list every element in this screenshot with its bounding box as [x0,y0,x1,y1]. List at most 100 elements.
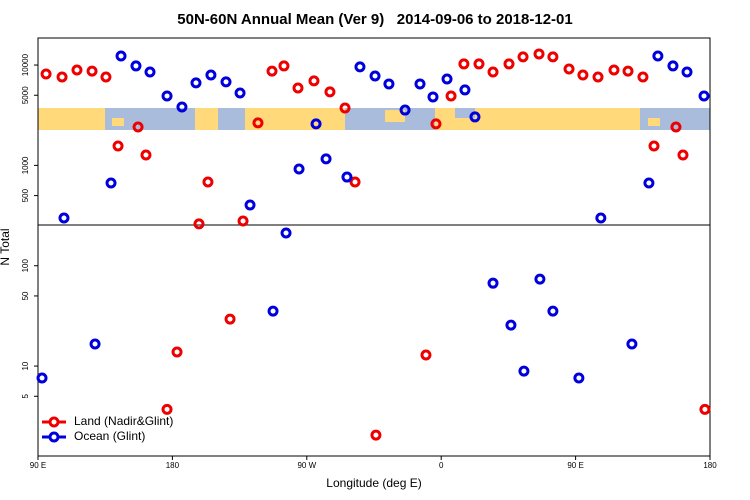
legend-label: Ocean (Glint) [74,429,145,443]
y-tick-label: 1000 [21,156,30,174]
y-tick-label: 500 [21,188,30,202]
point [370,429,382,441]
y-tick-label: 5000 [21,86,30,104]
map-ocean [218,108,245,130]
point [130,60,142,72]
x-tick-label: 180 [703,461,717,470]
point [458,58,470,70]
x-tick-label: 180 [166,461,180,470]
point [503,58,515,70]
point [244,199,256,211]
point [278,60,290,72]
point [459,84,471,96]
point [354,61,366,73]
y-tick-label: 5 [21,394,30,399]
map-land [385,110,405,122]
point [547,51,559,63]
x-axis-label: Longitude (deg E) [326,476,421,490]
point [369,70,381,82]
point [699,403,711,415]
map-land [648,118,660,126]
point [224,313,236,325]
point [626,338,638,350]
point [517,51,529,63]
point [220,76,232,88]
point [115,50,127,62]
point [595,212,607,224]
point [339,102,351,114]
point [469,111,481,123]
point [71,64,83,76]
point [144,66,156,78]
point [105,177,117,189]
point [441,73,453,85]
x-tick-label: 90 E [567,461,583,470]
point [171,346,183,358]
map-ocean [105,108,195,130]
point [308,75,320,87]
x-tick-label: 90 W [297,461,316,470]
point [383,78,395,90]
point [320,153,332,165]
point [652,50,664,62]
legend-marker [48,431,60,443]
point [267,305,279,317]
point [56,71,68,83]
point [190,77,202,89]
map-strip [38,108,710,130]
point [266,65,278,77]
y-tick-label: 10000 [21,53,30,76]
point [292,82,304,94]
point [681,66,693,78]
point [112,140,124,152]
point [89,338,101,350]
point [349,176,361,188]
point [132,121,144,133]
y-tick-label: 10 [21,361,30,370]
point [100,71,112,83]
point [161,90,173,102]
point [205,69,217,81]
point [414,78,426,90]
point [643,177,655,189]
point [427,91,439,103]
map-ocean [455,108,475,118]
point [487,277,499,289]
point [577,69,589,81]
point [280,227,292,239]
map-land [112,118,124,126]
x-tick-label: 90 E [30,461,46,470]
plot-frame [37,37,711,457]
point [202,176,214,188]
point [563,63,575,75]
point [430,118,442,130]
point [324,86,336,98]
point [420,349,432,361]
point [310,118,322,130]
point [161,403,173,415]
point [86,65,98,77]
point [140,149,152,161]
point [193,218,205,230]
point [445,90,457,102]
point [637,71,649,83]
point [667,60,679,72]
point [36,372,48,384]
chart-title: 50N-60N Annual Mean (Ver 9) 2014-09-06 t… [177,11,572,28]
point [622,65,634,77]
point [234,87,246,99]
point [40,68,52,80]
point [176,101,188,113]
y-tick-label: 100 [21,259,30,273]
point [670,121,682,133]
legend-marker [48,416,60,428]
point [547,305,559,317]
point [592,71,604,83]
point [534,273,546,285]
point [237,215,249,227]
x-tick-label: 0 [439,461,444,470]
point [648,140,660,152]
point [518,365,530,377]
point [399,104,411,116]
